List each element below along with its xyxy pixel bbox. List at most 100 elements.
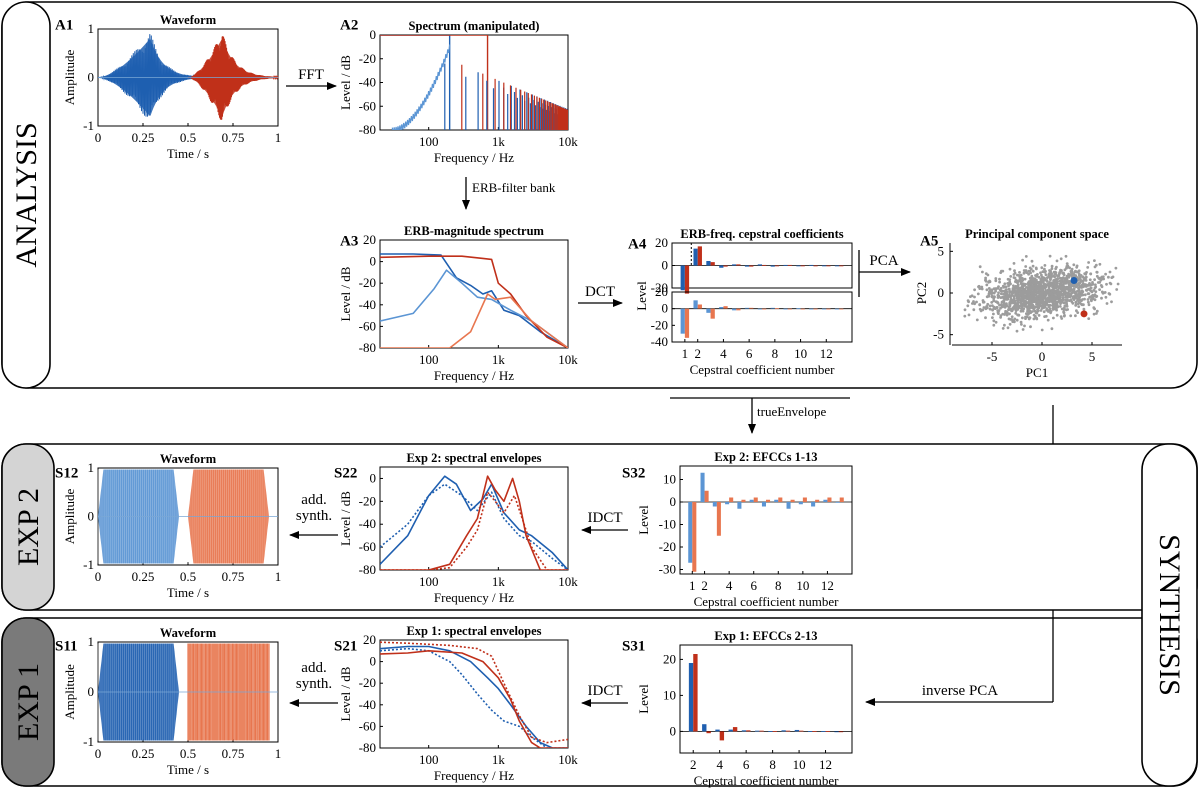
cloud-point (1034, 289, 1038, 293)
a4-top-bars: 20 0 -20 (651, 235, 853, 295)
cloud-point (1070, 271, 1073, 274)
bar-tone-2-4 (719, 731, 725, 741)
bar-tone-2-band-10 (800, 308, 805, 310)
x-tick-label: 1 (275, 746, 282, 761)
bar-tone-2-12 (827, 497, 832, 502)
cloud-point (1087, 317, 1091, 320)
cloud-point (1028, 294, 1031, 298)
cloud-point (1027, 269, 1031, 273)
cloud-point (970, 294, 974, 298)
cloud-point (1021, 278, 1025, 282)
cloud-point (1021, 294, 1024, 297)
cloud-point (981, 270, 984, 274)
bar-tone-2-band-9 (787, 308, 792, 310)
cloud-point (1019, 309, 1023, 313)
cloud-point (1100, 277, 1103, 281)
bar-tone-1-7 (755, 730, 760, 732)
cloud-point (1059, 268, 1062, 272)
cloud-point (1007, 305, 1011, 309)
bar-tone-2-13 (839, 497, 844, 502)
line-tone-2-band (380, 293, 568, 348)
cloud-point (1027, 302, 1031, 306)
x-tick-label: 2 (701, 578, 708, 593)
bar-tone-1-6 (749, 499, 754, 502)
bar-tone-2-3 (710, 262, 715, 266)
chart-s32-header: S32 Exp 2: EFCCs 1-13 Cepstral coefficient… (622, 450, 839, 609)
cloud-point (1081, 282, 1085, 286)
cloud-point (990, 291, 994, 295)
cloud-point (1000, 300, 1004, 304)
cloud-point (1060, 286, 1064, 290)
cloud-point (1055, 259, 1059, 263)
cloud-point (1067, 290, 1071, 293)
cloud-point (1000, 269, 1003, 273)
cloud-point (1062, 288, 1065, 292)
cloud-point (1098, 262, 1102, 266)
x-tick-label: 4 (720, 346, 727, 361)
bar-tone-2-13 (838, 731, 844, 733)
line-tone-1 (380, 645, 568, 748)
cloud-point (1049, 271, 1052, 275)
cloud-point (1008, 312, 1011, 316)
bar-tone-1-4 (719, 265, 724, 268)
x-tick-label: 0.5 (180, 130, 196, 145)
y-tick-label: -30 (659, 562, 676, 577)
cloud-point (1074, 300, 1078, 304)
cloud-point (1055, 313, 1059, 317)
y-tick-label: 0 (88, 70, 95, 85)
cloud-point (1066, 298, 1069, 302)
synthesis-label: SYNTHESIS (1153, 534, 1186, 696)
cloud-point (975, 318, 979, 322)
cloud-point (1054, 286, 1058, 290)
cloud-point (1054, 301, 1058, 304)
bar-tone-1-band-10 (796, 308, 801, 310)
cloud-point (999, 289, 1003, 293)
cloud-point (1049, 273, 1053, 277)
cloud-point (1030, 303, 1034, 307)
bar-tone-2-13 (839, 265, 844, 267)
cloud-point (1084, 283, 1088, 286)
bar-tone-1-13 (834, 265, 840, 267)
bar-tone-2-6 (749, 265, 754, 267)
chart-s32-bars: 10 0 -10 -20 -30 1 2 4 6 8 10 12 (659, 465, 853, 593)
cloud-point (1065, 262, 1069, 265)
cloud-point (1033, 309, 1037, 313)
cloud-point (1026, 288, 1030, 292)
bar-tone-2-1 (692, 502, 697, 572)
cloud-point (1020, 299, 1024, 303)
y-tick-label: -1 (83, 118, 94, 133)
cloud-point (1022, 269, 1026, 272)
x-tick-label: 10 (794, 346, 807, 361)
bar-tone-2-4 (729, 497, 734, 502)
cloud-point (1013, 276, 1017, 280)
erb-label: ERB-filter bank (472, 180, 556, 195)
cloud-point (988, 304, 992, 308)
cloud-point (1006, 326, 1010, 330)
cloud-point (999, 314, 1003, 318)
bar-tone-1-6 (741, 730, 747, 732)
cloud-point (1024, 265, 1028, 268)
a4-bottom-bars: 20 0-20 -40 1 2 4 6 8 10 12 (651, 284, 853, 361)
cloud-point (988, 307, 992, 311)
bar-tone-1-band-4 (719, 307, 724, 309)
cloud-point (978, 303, 982, 307)
cloud-point (1024, 291, 1028, 295)
cloud-point (1089, 272, 1093, 276)
cloud-point (1069, 298, 1073, 302)
x-tick-label: 0.25 (132, 569, 155, 584)
cloud-point (1021, 328, 1025, 331)
cloud-point (1008, 322, 1012, 326)
chart-s31-header: S31 Exp 1: EFCCs 2-13 Cepstral coefficient… (622, 629, 839, 788)
x-tick-label: 0.75 (222, 569, 245, 584)
cloud-point (1068, 292, 1071, 296)
cloud-point (998, 280, 1001, 284)
cloud-point (1054, 289, 1057, 293)
cloud-point (1090, 299, 1093, 303)
line-tone-2 (380, 255, 568, 348)
cloud-point (1098, 281, 1102, 284)
filter-tone-2-filter (380, 35, 489, 130)
plot-area (380, 253, 568, 348)
cloud-point (1060, 307, 1064, 311)
cloud-point (1061, 271, 1065, 275)
y-tick-label: 10 (663, 687, 676, 702)
